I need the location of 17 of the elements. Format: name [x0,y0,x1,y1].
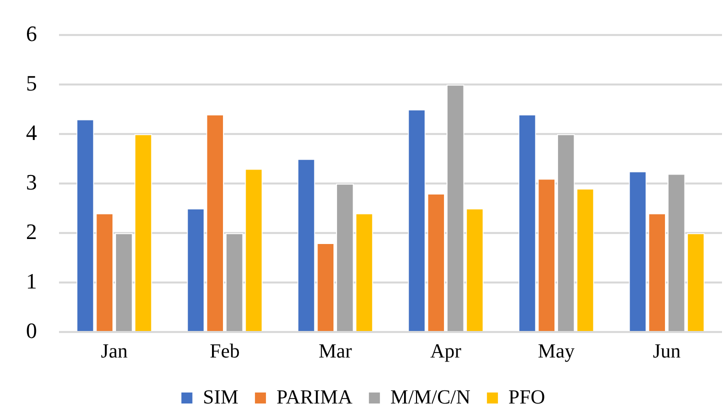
y-tick-label: 2 [26,218,37,244]
y-tick-label: 6 [26,20,37,46]
x-tick-label: Feb [210,340,240,362]
legend-label: PFO [508,386,546,408]
x-tick-label: Jun [652,340,681,362]
y-tick-label: 3 [26,169,37,194]
y-tick-label: 4 [26,120,37,145]
legend-label: PARIMA [276,386,353,408]
x-tick-label: May [538,340,575,362]
y-tick-label: 0 [26,318,37,343]
legend-label: M/M/C/N [390,386,470,408]
y-tick-label: 5 [26,70,37,96]
x-tick-label: Jan [100,340,128,362]
x-tick-label: Mar [318,340,352,362]
x-tick-label: Apr [430,340,462,362]
legend-label: SIM [202,386,239,408]
y-tick-label: 1 [26,268,37,294]
